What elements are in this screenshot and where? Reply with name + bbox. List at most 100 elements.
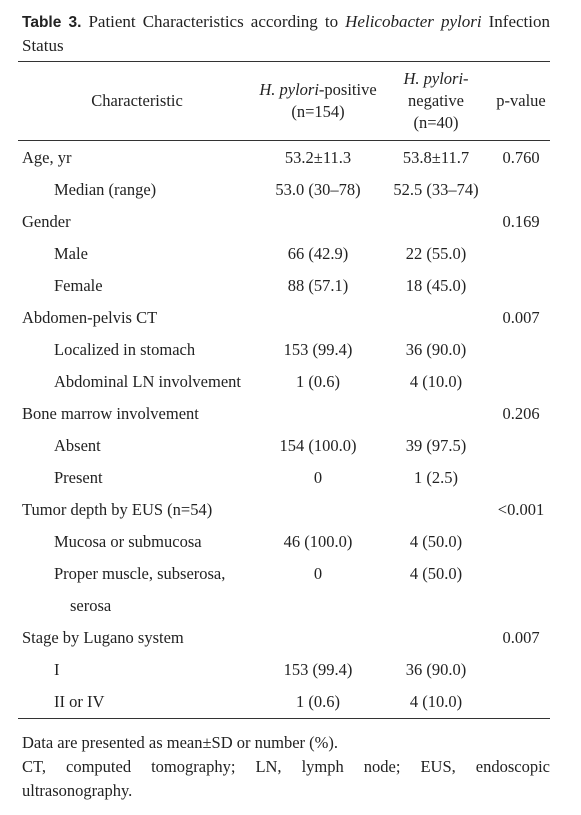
positive-cell: 153 (99.4) bbox=[283, 340, 353, 359]
negative-cell: 53.8±11.7 bbox=[402, 148, 470, 167]
label-cell: Median (range) bbox=[18, 174, 256, 206]
positive-cell: 66 (42.9) bbox=[287, 244, 349, 263]
positive-cell: 53.0 (30–78) bbox=[275, 180, 361, 199]
positive-cell bbox=[256, 494, 380, 526]
sub-row: Abdominal LN involvement 1 (0.6) 4 (10.0) bbox=[18, 366, 550, 398]
title-italic: Helicobacter pylori bbox=[345, 12, 482, 31]
table-title: Table 3. Patient Characteristics accordi… bbox=[22, 10, 550, 57]
header-row: Characteristic H. pylori-positive (n=154)… bbox=[18, 61, 550, 141]
negative-cell: 1 (2.5) bbox=[414, 468, 458, 487]
positive-cell: 153 (99.4) bbox=[283, 660, 353, 679]
negative-cell: 4 (10.0) bbox=[409, 692, 463, 711]
p-value-cell: <0.001 bbox=[497, 500, 545, 519]
negative-cell bbox=[380, 494, 492, 526]
header-n: (n=40) bbox=[413, 113, 459, 132]
negative-cell: 4 (50.0) bbox=[409, 564, 463, 583]
p-value-cell bbox=[492, 526, 550, 558]
negative-cell: 39 (97.5) bbox=[405, 436, 467, 455]
sub-row: Female 88 (57.1) 18 (45.0) bbox=[18, 270, 550, 302]
group-row: Stage by Lugano system 0.007 bbox=[18, 622, 550, 654]
label-cell: Bone marrow involvement bbox=[18, 398, 256, 430]
label-cell: Present bbox=[18, 462, 256, 494]
p-value-cell bbox=[492, 654, 550, 686]
table-label: Table 3. bbox=[22, 14, 82, 31]
table-body: Age, yr 53.2±11.3 53.8±11.7 0.760 Median (ra… bbox=[18, 141, 550, 719]
sub-row: Proper muscle, subserosa, serosa 0 4 (50.0… bbox=[18, 558, 550, 622]
label: Gender bbox=[22, 212, 71, 231]
header-status: -positive bbox=[318, 80, 377, 99]
negative-cell: 52.5 (33–74) bbox=[393, 180, 479, 199]
header-status: -negative bbox=[408, 69, 469, 110]
positive-cell: 0 bbox=[313, 468, 323, 487]
label-cell: Tumor depth by EUS (n=54) bbox=[18, 494, 256, 526]
p-value-cell: 0.206 bbox=[502, 404, 540, 423]
label: Bone marrow involvement bbox=[22, 404, 199, 423]
label-cell: Gender bbox=[18, 206, 256, 238]
label: Male bbox=[54, 244, 88, 263]
label-cell: Localized in stomach bbox=[18, 334, 256, 366]
label: Stage by Lugano system bbox=[22, 628, 184, 647]
positive-cell bbox=[256, 206, 380, 238]
positive-cell bbox=[256, 622, 380, 654]
footnote: CT, computed tomography; LN, lymph node;… bbox=[22, 757, 550, 800]
negative-cell bbox=[380, 398, 492, 430]
p-value-cell: 0.007 bbox=[502, 308, 540, 327]
header-cell: H. pylori-positive (n=154) bbox=[256, 62, 380, 141]
sub-row: Mucosa or submucosa 46 (100.0) 4 (50.0) bbox=[18, 526, 550, 558]
negative-cell: 22 (55.0) bbox=[405, 244, 467, 263]
p-value-cell bbox=[492, 366, 550, 398]
header-n: (n=154) bbox=[291, 102, 345, 121]
table: Characteristic H. pylori-positive (n=154)… bbox=[18, 61, 550, 719]
label-cell: Age, yr bbox=[18, 141, 256, 175]
group-row: Bone marrow involvement 0.206 bbox=[18, 398, 550, 430]
positive-cell: 0 bbox=[313, 564, 323, 583]
p-value-cell bbox=[492, 430, 550, 462]
label-cell: Proper muscle, subserosa, serosa bbox=[18, 558, 256, 622]
positive-cell: 1 (0.6) bbox=[296, 692, 340, 711]
p-value-cell bbox=[492, 238, 550, 270]
title-rest: Infection Status bbox=[22, 12, 550, 55]
negative-cell bbox=[380, 302, 492, 334]
group-row: Tumor depth by EUS (n=54) <0.001 bbox=[18, 494, 550, 526]
footnote: Data are presented as mean±SD or number … bbox=[22, 733, 339, 752]
label: Median (range) bbox=[54, 180, 157, 199]
p-value-cell bbox=[492, 174, 550, 206]
label: Female bbox=[54, 276, 103, 295]
label-cell: I bbox=[18, 654, 256, 686]
positive-cell: 46 (100.0) bbox=[283, 532, 353, 551]
label: Abdomen-pelvis CT bbox=[22, 308, 158, 327]
label-cell: Stage by Lugano system bbox=[18, 622, 256, 654]
p-value-cell bbox=[492, 686, 550, 719]
label: Tumor depth by EUS (n=54) bbox=[22, 500, 213, 519]
group-row: Abdomen-pelvis CT 0.007 bbox=[18, 302, 550, 334]
label: Absent bbox=[54, 436, 101, 455]
label-cell: Absent bbox=[18, 430, 256, 462]
p-value-cell: 0.760 bbox=[502, 148, 540, 167]
group-row: Gender 0.169 bbox=[18, 206, 550, 238]
negative-cell bbox=[380, 206, 492, 238]
p-value-cell bbox=[492, 558, 550, 622]
positive-cell: 53.2±11.3 bbox=[284, 148, 352, 167]
label-cell: Mucosa or submucosa bbox=[18, 526, 256, 558]
label: Present bbox=[54, 468, 103, 487]
group-row: Age, yr 53.2±11.3 53.8±11.7 0.760 bbox=[18, 141, 550, 175]
header-cell: Characteristic bbox=[91, 91, 183, 110]
header-name: H. pylori bbox=[259, 80, 319, 99]
header-cell: p-value bbox=[496, 91, 546, 110]
positive-cell: 154 (100.0) bbox=[279, 436, 357, 455]
p-value-cell bbox=[492, 462, 550, 494]
header-name: H. pylori bbox=[403, 69, 464, 88]
p-value-cell bbox=[492, 334, 550, 366]
sub-row: I 153 (99.4) 36 (90.0) bbox=[18, 654, 550, 686]
header-cell: H. pylori-negative (n=40) bbox=[380, 62, 492, 141]
p-value-cell: 0.007 bbox=[502, 628, 540, 647]
negative-cell: 36 (90.0) bbox=[405, 660, 467, 679]
negative-cell: 18 (45.0) bbox=[405, 276, 467, 295]
sub-row: Median (range) 53.0 (30–78) 52.5 (33–74) bbox=[18, 174, 550, 206]
footnotes: Data are presented as mean±SD or number … bbox=[22, 731, 550, 803]
positive-cell: 1 (0.6) bbox=[296, 372, 340, 391]
sub-row: Localized in stomach 153 (99.4) 36 (90.0) bbox=[18, 334, 550, 366]
sub-row: Absent 154 (100.0) 39 (97.5) bbox=[18, 430, 550, 462]
positive-cell bbox=[256, 302, 380, 334]
label: Age, yr bbox=[22, 148, 72, 167]
